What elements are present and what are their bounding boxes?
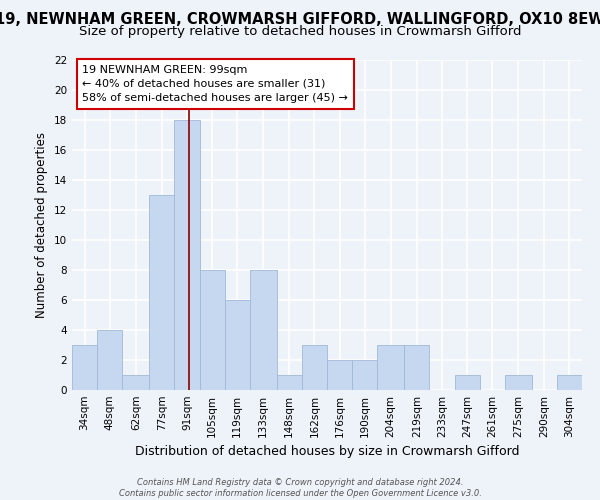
Text: Contains HM Land Registry data © Crown copyright and database right 2024.
Contai: Contains HM Land Registry data © Crown c… — [119, 478, 481, 498]
Bar — [175, 120, 199, 390]
Bar — [199, 270, 224, 390]
Bar — [302, 345, 327, 390]
Bar — [557, 375, 582, 390]
Bar — [224, 300, 250, 390]
Bar — [327, 360, 352, 390]
X-axis label: Distribution of detached houses by size in Crowmarsh Gifford: Distribution of detached houses by size … — [135, 446, 519, 458]
Text: Size of property relative to detached houses in Crowmarsh Gifford: Size of property relative to detached ho… — [79, 25, 521, 38]
Bar — [122, 375, 149, 390]
Text: 19, NEWNHAM GREEN, CROWMARSH GIFFORD, WALLINGFORD, OX10 8EW: 19, NEWNHAM GREEN, CROWMARSH GIFFORD, WA… — [0, 12, 600, 28]
Bar — [404, 345, 430, 390]
Bar — [377, 345, 404, 390]
Bar — [72, 345, 97, 390]
Bar — [277, 375, 302, 390]
Bar — [250, 270, 277, 390]
Bar — [505, 375, 532, 390]
Bar — [97, 330, 122, 390]
Bar — [455, 375, 479, 390]
Bar — [352, 360, 377, 390]
Text: 19 NEWNHAM GREEN: 99sqm
← 40% of detached houses are smaller (31)
58% of semi-de: 19 NEWNHAM GREEN: 99sqm ← 40% of detache… — [82, 65, 348, 103]
Y-axis label: Number of detached properties: Number of detached properties — [35, 132, 49, 318]
Bar — [149, 195, 175, 390]
